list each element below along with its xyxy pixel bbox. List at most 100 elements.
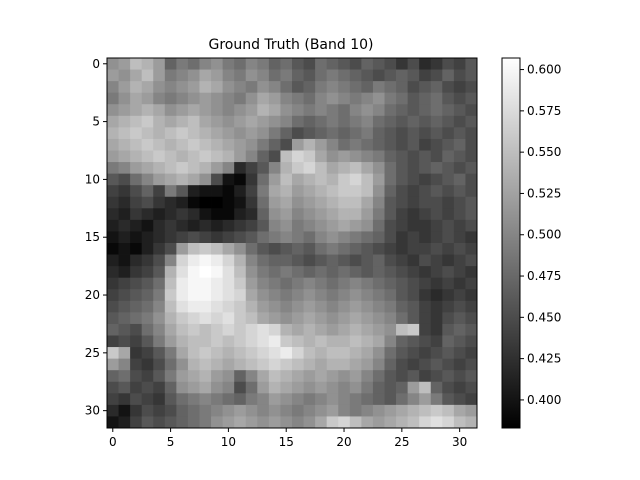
heatmap-cell [465, 381, 478, 394]
heatmap-cell [130, 219, 143, 232]
heatmap-cell [465, 127, 478, 140]
heatmap-cell [326, 323, 339, 336]
heatmap-cell [268, 81, 281, 94]
heatmap-cell [211, 277, 224, 290]
heatmap-cell [430, 162, 443, 175]
heatmap-cell [280, 231, 293, 244]
heatmap-cell [361, 196, 374, 209]
heatmap-cell [372, 289, 385, 302]
heatmap-cell [107, 127, 119, 140]
heatmap-cell [234, 219, 247, 232]
heatmap-cell [453, 219, 466, 232]
heatmap-cell [407, 289, 420, 302]
heatmap-cell [211, 81, 224, 94]
heatmap-cell [280, 370, 293, 383]
heatmap-cell [384, 243, 397, 255]
heatmap-cell [372, 104, 385, 117]
heatmap-cell [280, 208, 293, 221]
heatmap-cell [419, 92, 432, 105]
heatmap-cell [187, 358, 200, 371]
heatmap-cell [407, 92, 420, 105]
heatmap-cell [164, 335, 177, 348]
heatmap-cell [176, 289, 189, 302]
heatmap-cell [430, 254, 443, 267]
heatmap-cell [396, 127, 409, 140]
heatmap-cell [153, 104, 166, 117]
heatmap-cell [372, 115, 385, 128]
heatmap-cell [130, 370, 143, 383]
heatmap-cell [407, 196, 420, 209]
heatmap-cell [257, 300, 270, 313]
heatmap-cell [187, 127, 200, 140]
heatmap-cell [349, 162, 362, 175]
heatmap-cell [453, 347, 466, 360]
heatmap-cell [222, 81, 235, 94]
heatmap-cell [338, 127, 351, 140]
heatmap-cell [118, 266, 131, 279]
heatmap-cell [430, 323, 443, 336]
heatmap-cell [118, 323, 131, 336]
heatmap-cell [326, 150, 339, 163]
heatmap-cell [315, 358, 328, 371]
heatmap-cell [292, 173, 304, 186]
heatmap-cell [338, 231, 351, 244]
heatmap-cell [419, 150, 432, 163]
heatmap-cell [130, 173, 143, 186]
heatmap-cell [257, 162, 270, 175]
heatmap-cell [442, 266, 455, 279]
heatmap-cell [396, 243, 409, 255]
heatmap-cell [176, 266, 189, 279]
heatmap-cell [222, 231, 235, 244]
heatmap-cell [419, 370, 432, 383]
heatmap-cell [176, 323, 189, 336]
heatmap-cell [153, 347, 166, 360]
heatmap-cell [130, 347, 143, 360]
plot-frame [106, 57, 478, 429]
heatmap-cell [153, 208, 166, 221]
heatmap-cell [315, 370, 328, 383]
heatmap-cell [372, 173, 385, 186]
heatmap-cell [222, 335, 235, 348]
heatmap-cell [257, 173, 270, 186]
heatmap-cell [384, 277, 397, 290]
heatmap-cell [361, 58, 374, 70]
heatmap-cell [326, 173, 339, 186]
heatmap-cell [234, 358, 247, 371]
heatmap-cell [164, 243, 177, 255]
heatmap-cell [315, 104, 328, 117]
heatmap-cell [130, 289, 143, 302]
heatmap-cell [280, 404, 293, 417]
heatmap-cell [245, 162, 258, 175]
heatmap-cell [130, 243, 143, 255]
heatmap-cell [419, 81, 432, 94]
heatmap-cell [130, 104, 143, 117]
heatmap-cell [141, 150, 154, 163]
heatmap-cell [153, 358, 166, 371]
heatmap-cell [234, 243, 247, 255]
heatmap-cell [222, 323, 235, 336]
heatmap-cell [199, 138, 212, 151]
heatmap-cell [199, 289, 212, 302]
heatmap-cell [407, 81, 420, 94]
heatmap-cell [211, 370, 224, 383]
heatmap-cell [315, 231, 328, 244]
heatmap-cell [257, 266, 270, 279]
heatmap-cell [257, 81, 270, 94]
heatmap-cell [199, 370, 212, 383]
heatmap-cell [268, 173, 281, 186]
heatmap-cell [130, 416, 143, 429]
heatmap-cell [107, 150, 119, 163]
heatmap-cell [326, 208, 339, 221]
heatmap-cell [315, 347, 328, 360]
heatmap-cell [141, 219, 154, 232]
heatmap-cell [453, 58, 466, 70]
heatmap-cell [257, 416, 270, 429]
heatmap-cell [315, 404, 328, 417]
heatmap-cell [222, 254, 235, 267]
heatmap-cell [199, 81, 212, 94]
heatmap-cell [141, 254, 154, 267]
heatmap-cell [453, 162, 466, 175]
heatmap-cell [118, 416, 131, 429]
heatmap-cell [396, 312, 409, 325]
heatmap-cell [211, 173, 224, 186]
